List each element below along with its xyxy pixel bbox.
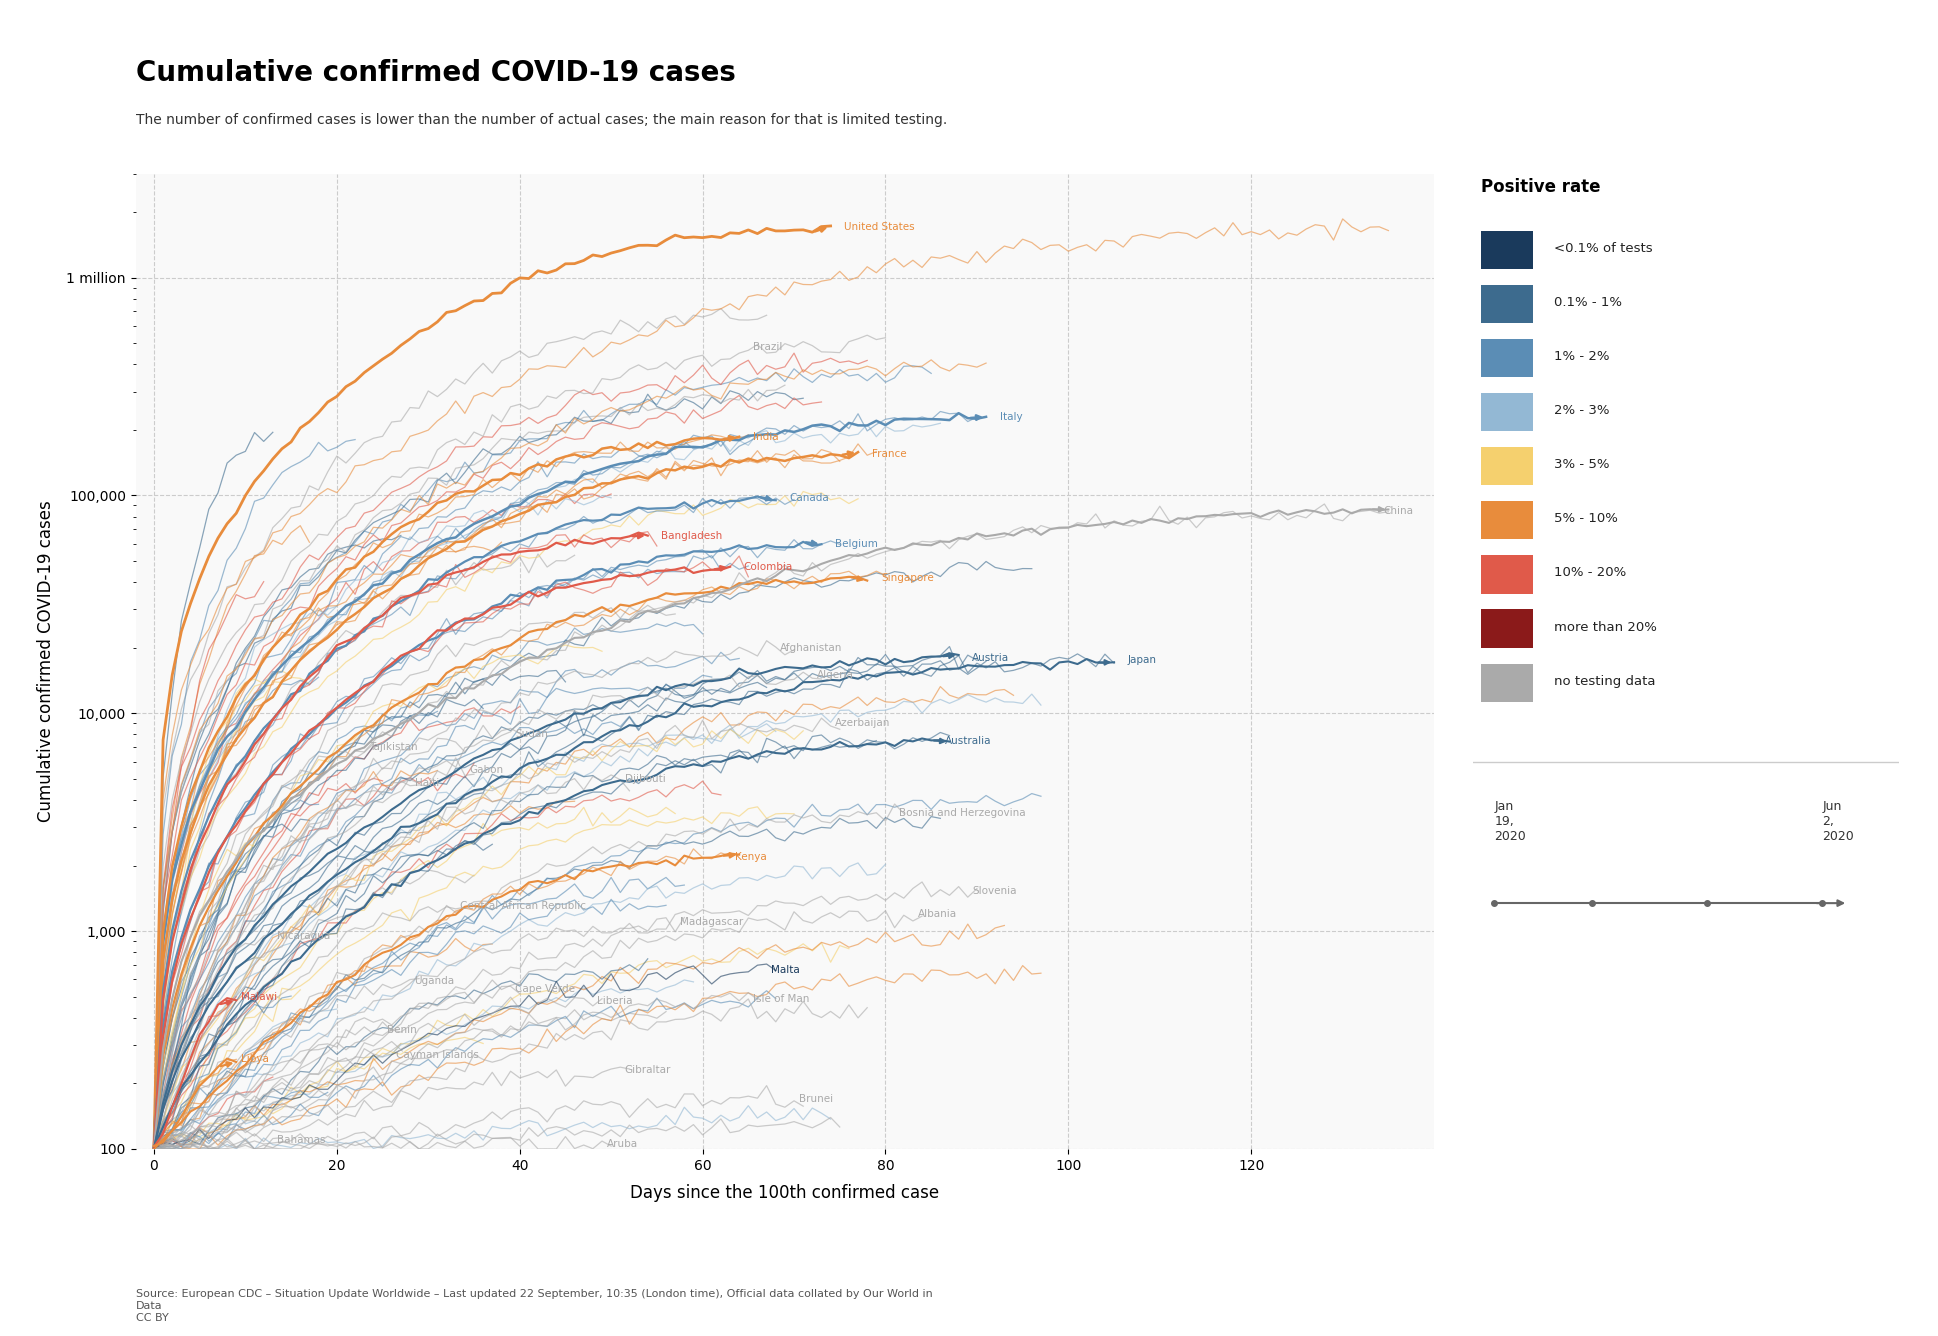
Text: Gibraltar: Gibraltar	[624, 1065, 671, 1075]
Text: China: China	[1384, 506, 1415, 516]
Text: 0.1% - 1%: 0.1% - 1%	[1554, 297, 1622, 309]
Bar	[1481, 231, 1533, 269]
Bar	[1481, 664, 1533, 701]
Text: Bahamas: Bahamas	[277, 1136, 326, 1145]
Text: Tajikistan: Tajikistan	[368, 741, 417, 752]
Text: Liberia: Liberia	[597, 995, 634, 1006]
Text: Bosnia and Herzegovina: Bosnia and Herzegovina	[899, 807, 1025, 818]
Text: Canada: Canada	[789, 493, 829, 504]
Text: France: France	[872, 449, 907, 460]
Text: Azerbaijan: Azerbaijan	[835, 719, 891, 728]
Text: Haiti: Haiti	[415, 778, 438, 788]
Text: Gabon: Gabon	[469, 764, 504, 775]
Text: Japan: Japan	[1128, 656, 1157, 665]
Text: Uganda: Uganda	[415, 977, 455, 986]
Bar	[1481, 556, 1533, 593]
Bar	[1481, 448, 1533, 485]
Text: Cumulative confirmed COVID-19 cases: Cumulative confirmed COVID-19 cases	[136, 59, 736, 87]
Bar	[1481, 285, 1533, 323]
Text: Bangladesh: Bangladesh	[661, 532, 723, 541]
Text: Djibouti: Djibouti	[624, 774, 665, 784]
Text: Our World
in Data: Our World in Data	[1731, 91, 1810, 122]
Text: Malawi: Malawi	[240, 991, 277, 1002]
Text: 2% - 3%: 2% - 3%	[1554, 405, 1609, 417]
Text: more than 20%: more than 20%	[1554, 620, 1657, 633]
Text: 3% - 5%: 3% - 5%	[1554, 458, 1609, 472]
Text: The number of confirmed cases is lower than the number of actual cases; the main: The number of confirmed cases is lower t…	[136, 114, 948, 127]
Text: Aruba: Aruba	[607, 1140, 638, 1149]
X-axis label: Days since the 100th confirmed case: Days since the 100th confirmed case	[630, 1184, 940, 1202]
Text: Libya: Libya	[240, 1054, 269, 1063]
Text: 1% - 2%: 1% - 2%	[1554, 350, 1609, 363]
Text: Isle of Man: Isle of Man	[752, 994, 810, 1003]
Text: 10% - 20%: 10% - 20%	[1554, 566, 1626, 580]
Text: Kenya: Kenya	[735, 851, 766, 862]
Text: <0.1% of tests: <0.1% of tests	[1554, 242, 1653, 255]
Bar	[1481, 609, 1533, 648]
Y-axis label: Cumulative confirmed COVID-19 cases: Cumulative confirmed COVID-19 cases	[37, 501, 56, 822]
Text: Cape Verde: Cape Verde	[516, 985, 576, 994]
Text: Australia: Australia	[946, 736, 992, 745]
Text: no testing data: no testing data	[1554, 675, 1655, 688]
Text: Singapore: Singapore	[882, 573, 934, 582]
Text: Slovenia: Slovenia	[973, 886, 1017, 896]
Text: Belgium: Belgium	[835, 538, 878, 549]
Text: Brunei: Brunei	[798, 1094, 833, 1104]
Text: 5% - 10%: 5% - 10%	[1554, 513, 1618, 525]
Text: Algeria: Algeria	[818, 669, 855, 680]
Text: Austria: Austria	[973, 653, 1010, 663]
Text: Italy: Italy	[1000, 411, 1023, 422]
Bar	[1481, 393, 1533, 432]
Text: Positive rate: Positive rate	[1481, 178, 1601, 196]
Text: Central African Republic: Central African Republic	[459, 902, 587, 911]
Text: United States: United States	[845, 222, 915, 232]
Text: India: India	[752, 433, 779, 442]
Text: Albania: Albania	[917, 908, 957, 919]
Text: Jan
19,
2020: Jan 19, 2020	[1494, 800, 1525, 843]
Text: Madagascar: Madagascar	[680, 916, 742, 927]
Text: Brazil: Brazil	[752, 342, 783, 353]
Text: Jun
2,
2020: Jun 2, 2020	[1822, 800, 1855, 843]
Text: Cayman Islands: Cayman Islands	[395, 1050, 479, 1059]
Text: Nicaragua: Nicaragua	[277, 931, 331, 941]
Bar	[1481, 339, 1533, 377]
Text: Source: European CDC – Situation Update Worldwide – Last updated 22 September, 1: Source: European CDC – Situation Update …	[136, 1289, 932, 1323]
Text: Colombia: Colombia	[744, 562, 793, 572]
Text: Sudan: Sudan	[516, 729, 548, 739]
Bar	[1481, 501, 1533, 540]
Text: Afghanistan: Afghanistan	[781, 643, 843, 653]
Text: Benin: Benin	[388, 1026, 417, 1035]
Text: Malta: Malta	[771, 965, 800, 975]
